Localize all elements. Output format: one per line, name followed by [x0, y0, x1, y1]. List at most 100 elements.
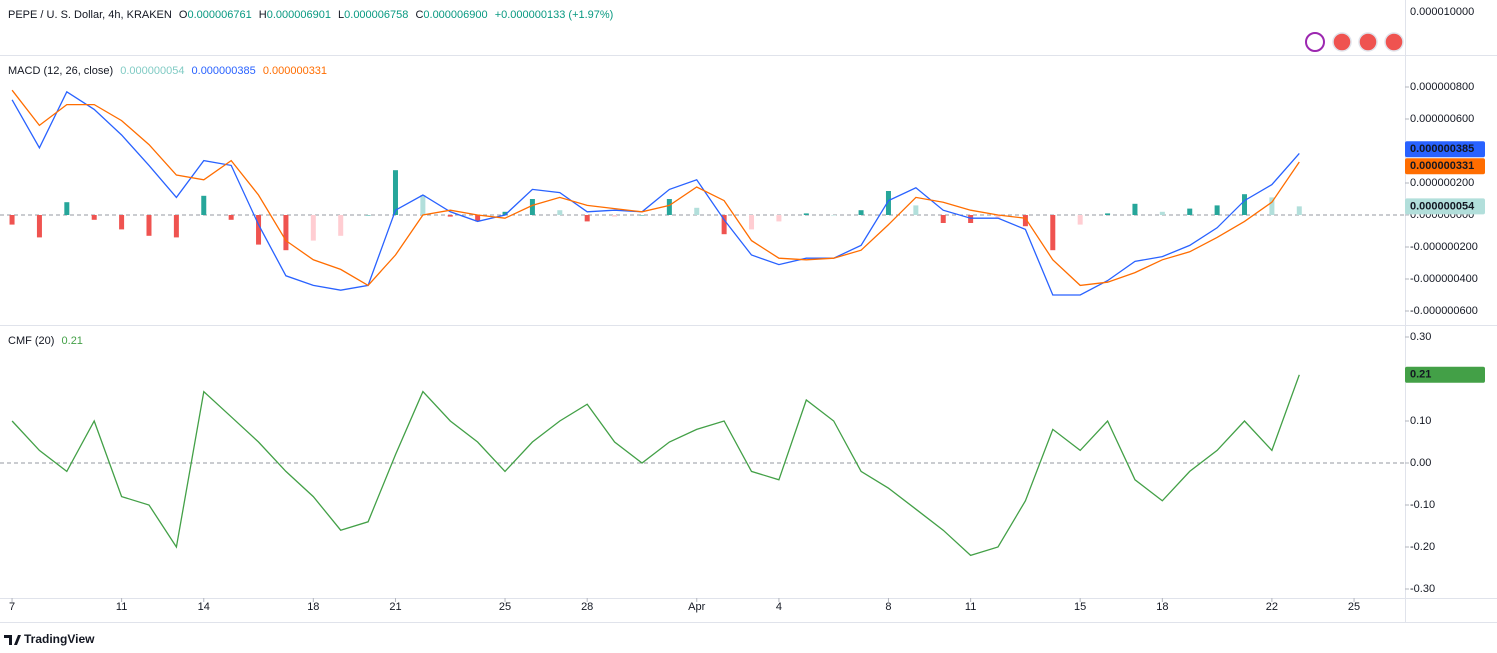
- histogram-bar: [64, 202, 70, 215]
- y-tick-label: 0.000000200: [1410, 177, 1474, 189]
- histogram-bar: [146, 215, 152, 236]
- x-tick-label: 25: [499, 601, 511, 613]
- logo-mark: [4, 635, 21, 645]
- histogram-bar: [91, 215, 97, 220]
- y-tick-label: -0.000000200: [1410, 241, 1478, 253]
- y-tick-label: -0.20: [1410, 541, 1435, 553]
- change-value: +0.000000133 (+1.97%): [495, 9, 614, 21]
- histogram-bar: [913, 205, 919, 215]
- histogram-bar: [502, 211, 508, 215]
- macd-badge: 0.000000385: [1410, 143, 1474, 155]
- high-value: 0.000006901: [267, 9, 331, 21]
- histogram-bar: [173, 215, 179, 238]
- histogram-bar: [1214, 205, 1220, 215]
- x-tick-label: 4: [776, 601, 782, 613]
- y-tick-label: 0.000000800: [1410, 81, 1474, 93]
- icon: [1305, 32, 1325, 52]
- histogram-bar: [310, 215, 316, 241]
- histogram-bar: [557, 210, 563, 215]
- icon: [1332, 32, 1352, 52]
- cmf-badge: 0.21: [1410, 369, 1431, 381]
- x-tick-label: Apr: [688, 601, 705, 613]
- open-value: 0.000006761: [187, 9, 251, 21]
- histogram-bar: [529, 199, 535, 215]
- x-tick-label: 22: [1266, 601, 1278, 613]
- histogram-value: 0.000000054: [120, 65, 184, 77]
- histogram-bar: [1050, 215, 1056, 251]
- histogram-bar: [9, 215, 15, 225]
- icon: [1384, 32, 1404, 52]
- histogram-bar: [968, 215, 974, 223]
- histogram-bar: [1269, 197, 1275, 215]
- y-tick-label: -0.10: [1410, 499, 1435, 511]
- icon: [1358, 32, 1378, 52]
- histogram-bar: [365, 215, 371, 216]
- cmf-title: CMF (20): [8, 335, 54, 347]
- signal-badge: 0.000000331: [1410, 160, 1474, 172]
- x-tick-label: 11: [116, 601, 127, 613]
- close-value: 0.000006900: [423, 9, 487, 21]
- histogram-bar: [1132, 203, 1138, 215]
- x-tick-label: 18: [307, 601, 319, 613]
- y-tick-label: -0.30: [1410, 583, 1435, 595]
- x-tick-label: 25: [1348, 601, 1360, 613]
- price-axis-label: 0.000010000: [1410, 6, 1474, 18]
- open-label: O: [179, 9, 188, 21]
- symbol: PEPE / U. S. Dollar, 4h, KRAKEN: [8, 9, 172, 21]
- histogram-bar: [1159, 211, 1165, 215]
- histogram-bar: [36, 215, 42, 238]
- header-line: PEPE / U. S. Dollar, 4h, KRAKEN O0.00000…: [8, 9, 613, 21]
- histogram-bar: [228, 215, 234, 220]
- x-tick-label: 14: [198, 601, 210, 613]
- histogram-bar: [666, 199, 672, 215]
- histogram-bar: [776, 215, 782, 222]
- y-tick-label: 0.30: [1410, 331, 1431, 343]
- macd-legend: MACD (12, 26, close) 0.000000054 0.00000…: [8, 65, 327, 77]
- close-label: C: [415, 9, 423, 21]
- histogram-bar: [1022, 215, 1028, 227]
- histogram-bar: [338, 215, 344, 236]
- histogram-bar: [831, 215, 837, 216]
- y-tick-label: -0.000000600: [1410, 305, 1478, 317]
- histogram-bar: [995, 215, 1001, 219]
- histogram-bar: [885, 191, 891, 215]
- y-tick-label: 0.00: [1410, 457, 1431, 469]
- low-label: L: [338, 9, 344, 21]
- histogram-bar: [283, 215, 289, 251]
- histogram-badge: 0.000000054: [1410, 200, 1475, 212]
- x-tick-label: 7: [9, 601, 15, 613]
- logo: TradingView: [4, 632, 95, 646]
- x-tick-label: 11: [965, 601, 976, 613]
- x-tick-label: 21: [389, 601, 401, 613]
- low-value: 0.000006758: [344, 9, 408, 21]
- histogram-bar: [584, 215, 590, 222]
- histogram-bar: [1242, 194, 1248, 215]
- series-line: [11, 90, 1300, 296]
- histogram-bar: [1105, 213, 1111, 215]
- histogram-bar: [119, 215, 125, 230]
- histogram-bar: [420, 195, 426, 215]
- histogram-bar: [1077, 215, 1083, 225]
- histogram-bar: [940, 215, 946, 223]
- signal-value: 0.000000331: [263, 65, 327, 77]
- histogram-bar: [803, 213, 809, 215]
- y-tick-label: -0.000000400: [1410, 273, 1478, 285]
- histogram-bar: [749, 215, 755, 230]
- histogram-badge-box: [1405, 198, 1485, 215]
- cmf-value: 0.21: [62, 335, 83, 347]
- cmf-legend: CMF (20) 0.21: [8, 335, 83, 347]
- series-line: [11, 374, 1300, 557]
- y-tick-label: 0.000000600: [1410, 113, 1474, 125]
- high-label: H: [259, 9, 267, 21]
- macd-value: 0.000000385: [192, 65, 256, 77]
- histogram-bar: [1296, 206, 1302, 215]
- x-tick-label: 18: [1156, 601, 1168, 613]
- macd-title: MACD (12, 26, close): [8, 65, 113, 77]
- histogram-bar: [721, 215, 727, 235]
- histogram-bar: [639, 215, 645, 216]
- histogram-bar: [858, 210, 864, 215]
- cmf-badge-box: [1405, 366, 1485, 383]
- footer-brand: TradingView: [24, 632, 95, 646]
